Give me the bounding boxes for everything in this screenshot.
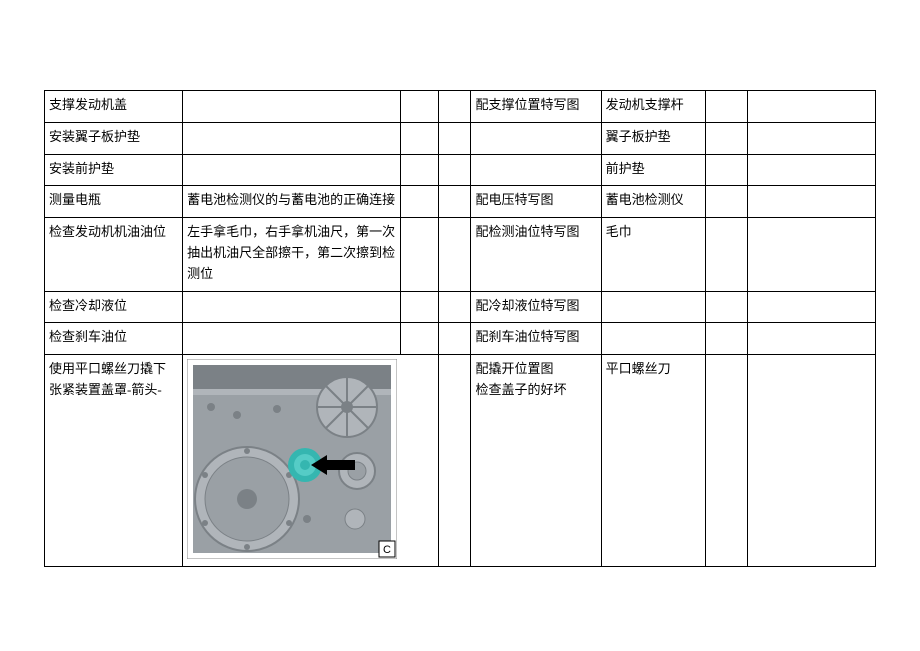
cell-note: 配撬开位置图 检查盖子的好坏 — [471, 355, 601, 567]
cell-empty — [705, 291, 747, 323]
table-row: 检查刹车油位 配刹车油位特写图 — [45, 323, 876, 355]
cell-detail — [183, 154, 401, 186]
cell-empty — [439, 186, 471, 218]
table-row: 测量电瓶 蓄电池检测仪的与蓄电池的正确连接 配电压特写图 蓄电池检测仪 — [45, 186, 876, 218]
note-line: 配撬开位置图 — [475, 359, 596, 380]
table-row: 使用平口螺丝刀撬下张紧装置盖罩-箭头- — [45, 355, 876, 567]
cell-empty — [747, 218, 875, 291]
cell-step: 检查冷却液位 — [45, 291, 183, 323]
cell-tool — [601, 291, 705, 323]
cell-tool: 蓄电池检测仪 — [601, 186, 705, 218]
cell-empty — [705, 91, 747, 123]
cell-tool: 前护垫 — [601, 154, 705, 186]
cell-empty — [747, 186, 875, 218]
cell-tool: 毛巾 — [601, 218, 705, 291]
cell-step: 支撑发动机盖 — [45, 91, 183, 123]
table-row: 支撑发动机盖 配支撑位置特写图 发动机支撑杆 — [45, 91, 876, 123]
cell-step: 使用平口螺丝刀撬下张紧装置盖罩-箭头- — [45, 355, 183, 567]
cell-step: 安装翼子板护垫 — [45, 122, 183, 154]
cell-empty — [439, 218, 471, 291]
cell-empty — [705, 218, 747, 291]
cell-detail — [183, 291, 401, 323]
cell-detail: 蓄电池检测仪的与蓄电池的正确连接 — [183, 186, 401, 218]
cell-empty — [747, 91, 875, 123]
cell-empty — [439, 154, 471, 186]
cell-step: 安装前护垫 — [45, 154, 183, 186]
cell-empty — [439, 323, 471, 355]
cell-step: 检查刹车油位 — [45, 323, 183, 355]
table-row: 安装前护垫 前护垫 — [45, 154, 876, 186]
cell-empty — [401, 186, 439, 218]
cell-empty — [401, 122, 439, 154]
cell-tool: 发动机支撑杆 — [601, 91, 705, 123]
table-row: 检查冷却液位 配冷却液位特写图 — [45, 291, 876, 323]
cell-note — [471, 122, 601, 154]
cell-empty — [705, 323, 747, 355]
cell-empty — [705, 355, 747, 567]
cell-note — [471, 154, 601, 186]
procedure-table: 支撑发动机盖 配支撑位置特写图 发动机支撑杆 安装翼子板护垫 翼子板护垫 安装前… — [44, 90, 876, 567]
note-line: 检查盖子的好坏 — [475, 380, 596, 401]
table-row: 检查发动机机油油位 左手拿毛巾，右手拿机油尺，第一次抽出机油尺全部擦干，第二次擦… — [45, 218, 876, 291]
engine-diagram-icon: C — [187, 359, 397, 559]
cell-empty — [439, 355, 471, 567]
cell-note: 配刹车油位特写图 — [471, 323, 601, 355]
cell-note: 配支撑位置特写图 — [471, 91, 601, 123]
cell-empty — [401, 91, 439, 123]
table-row: 安装翼子板护垫 翼子板护垫 — [45, 122, 876, 154]
cell-empty — [401, 291, 439, 323]
figure-corner-label: C — [383, 544, 391, 556]
document-page: 支撑发动机盖 配支撑位置特写图 发动机支撑杆 安装翼子板护垫 翼子板护垫 安装前… — [0, 0, 920, 567]
cell-empty — [439, 291, 471, 323]
cell-empty — [401, 154, 439, 186]
cell-empty — [401, 218, 439, 291]
cell-note: 配电压特写图 — [471, 186, 601, 218]
cell-tool: 翼子板护垫 — [601, 122, 705, 154]
cell-empty — [705, 122, 747, 154]
cell-empty — [401, 323, 439, 355]
cell-empty — [747, 323, 875, 355]
cell-detail — [183, 122, 401, 154]
cell-empty — [439, 122, 471, 154]
cell-empty — [747, 122, 875, 154]
cell-tool: 平口螺丝刀 — [601, 355, 705, 567]
cell-empty — [747, 291, 875, 323]
cell-detail — [183, 91, 401, 123]
cell-empty — [705, 154, 747, 186]
cell-detail — [183, 323, 401, 355]
cell-figure: C — [183, 355, 439, 567]
cell-note: 配冷却液位特写图 — [471, 291, 601, 323]
cell-empty — [747, 355, 875, 567]
cell-empty — [747, 154, 875, 186]
cell-detail: 左手拿毛巾，右手拿机油尺，第一次抽出机油尺全部擦干，第二次擦到检测位 — [183, 218, 401, 291]
cell-empty — [439, 91, 471, 123]
cell-tool — [601, 323, 705, 355]
cell-empty — [705, 186, 747, 218]
cell-note: 配检测油位特写图 — [471, 218, 601, 291]
cell-step: 测量电瓶 — [45, 186, 183, 218]
cell-step: 检查发动机机油油位 — [45, 218, 183, 291]
